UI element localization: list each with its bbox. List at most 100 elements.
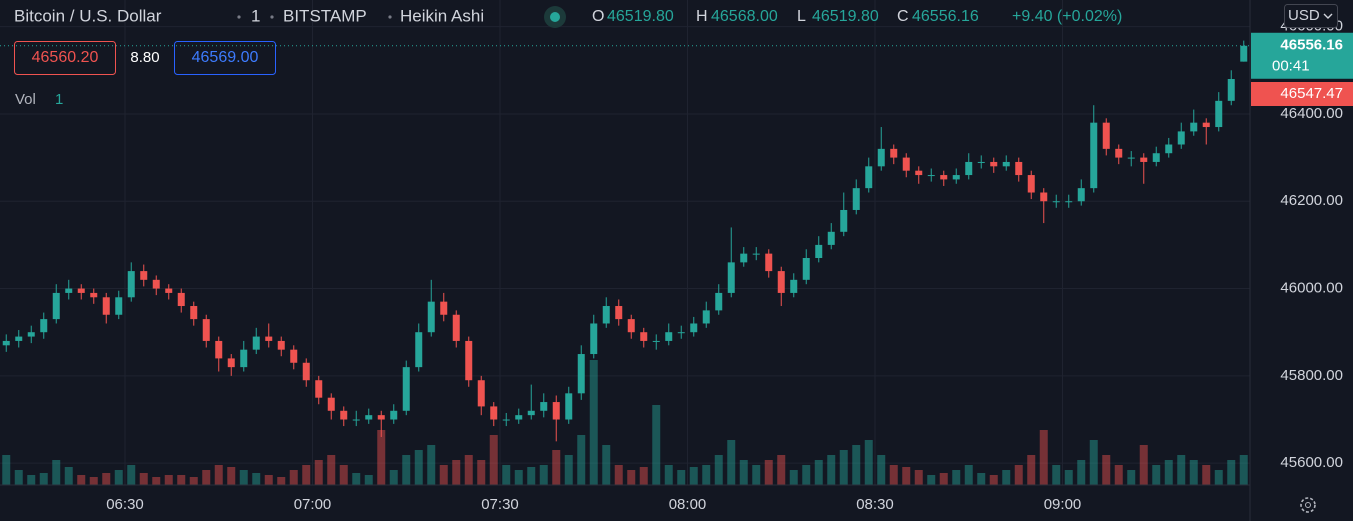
ohlc-value: 46556.16	[912, 8, 979, 25]
volume-bar	[527, 467, 536, 485]
volume-bar	[89, 477, 98, 485]
buy-button[interactable]	[174, 41, 276, 75]
volume-bar	[1239, 455, 1248, 485]
body	[40, 319, 48, 333]
body	[427, 301, 435, 333]
body	[202, 319, 210, 341]
x-tick-label: 07:00	[294, 496, 332, 513]
volume-bar	[2, 455, 11, 485]
body	[227, 358, 235, 368]
body	[690, 323, 698, 333]
interval[interactable]: 1	[251, 6, 260, 25]
body	[640, 332, 648, 341]
body	[827, 231, 835, 245]
body	[1115, 148, 1123, 158]
currency[interactable]: USD	[1288, 7, 1320, 24]
last-price-box	[1251, 32, 1353, 79]
indicator-name: Vol	[15, 91, 36, 108]
body	[377, 415, 385, 420]
volume-bar	[852, 445, 861, 485]
body	[365, 415, 373, 420]
ohlc-value: 46519.80	[607, 8, 674, 25]
volume-bar	[564, 455, 573, 485]
body	[1102, 122, 1110, 149]
body	[315, 380, 323, 398]
body	[952, 175, 960, 180]
volume-bar	[1002, 470, 1011, 485]
volume-bar	[264, 475, 273, 485]
settings-icon[interactable]	[1300, 497, 1316, 513]
spread: 8.80	[130, 49, 159, 66]
last-price: 46556.16 00:41	[0, 32, 1353, 79]
last-price: 46556.16	[1280, 37, 1343, 54]
volume-bar	[164, 475, 173, 485]
buy-price[interactable]: 46569.00	[192, 49, 259, 66]
volume-bar	[1189, 460, 1198, 485]
body	[465, 340, 473, 381]
body	[1152, 153, 1160, 162]
volume-bar	[739, 460, 748, 485]
countdown: 00:41	[1272, 58, 1310, 75]
sell-price[interactable]: 46560.20	[32, 49, 99, 66]
volume-bar	[1114, 465, 1123, 485]
ohlc-key: L	[797, 8, 806, 25]
body	[527, 410, 535, 416]
body	[127, 271, 135, 298]
volume-bar	[489, 435, 498, 485]
body	[27, 332, 35, 337]
body	[665, 332, 673, 341]
volume-bar	[64, 467, 73, 485]
body	[977, 161, 985, 163]
body	[277, 340, 285, 350]
body	[477, 380, 485, 407]
volume-bar	[839, 450, 848, 485]
volume-bar	[1052, 465, 1061, 485]
body	[352, 419, 360, 421]
volume-bar	[177, 475, 186, 485]
x-tick-label: 09:00	[1044, 496, 1082, 513]
body	[727, 262, 735, 293]
currency-button[interactable]	[1284, 4, 1338, 28]
volume-bar	[802, 465, 811, 485]
volume-bar	[502, 465, 511, 485]
volume-bar	[677, 470, 686, 485]
volume-bar	[639, 467, 648, 485]
body	[340, 410, 348, 420]
body	[715, 292, 723, 311]
body	[390, 410, 398, 420]
sell-button[interactable]	[14, 41, 116, 75]
body	[677, 332, 685, 334]
body	[1077, 188, 1085, 202]
body	[565, 393, 573, 420]
volume-bar	[1227, 460, 1236, 485]
volume-bar	[689, 467, 698, 485]
volume-bar	[1214, 470, 1223, 485]
volume-bar	[577, 435, 586, 485]
volume-bar	[339, 465, 348, 485]
volume-bar	[314, 460, 323, 485]
volume-bar	[514, 470, 523, 485]
tag-box	[1251, 82, 1353, 106]
chart-style[interactable]: Heikin Ashi	[400, 6, 484, 25]
body	[1140, 157, 1148, 162]
volume-bar	[764, 460, 773, 485]
body	[815, 244, 823, 258]
volume-bar	[652, 405, 661, 485]
body	[1090, 122, 1098, 189]
volume-bar	[614, 465, 623, 485]
body	[577, 354, 585, 394]
x-tick-label: 08:30	[856, 496, 894, 513]
body	[90, 292, 98, 298]
volume-bar	[52, 460, 61, 485]
volume-bar	[877, 455, 886, 485]
volume-bar	[1102, 455, 1111, 485]
body	[177, 292, 185, 307]
separator	[270, 15, 274, 19]
volume-bar	[1077, 460, 1086, 485]
volume-bar	[252, 473, 261, 485]
x-tick-label: 07:30	[481, 496, 519, 513]
body	[327, 397, 335, 411]
body	[1065, 201, 1073, 203]
y-tick-label: 46200.00	[1280, 192, 1343, 209]
